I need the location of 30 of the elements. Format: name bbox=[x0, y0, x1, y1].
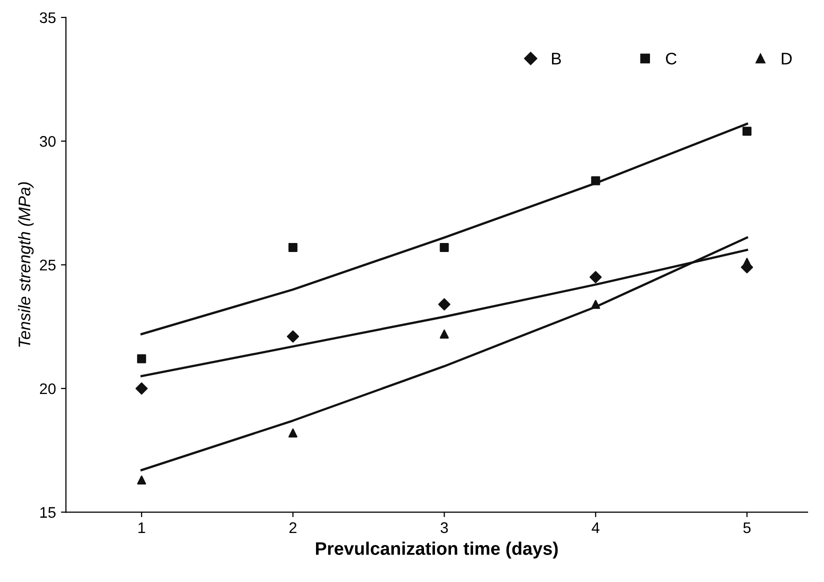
legend-label: C bbox=[666, 52, 677, 64]
point bbox=[590, 271, 602, 284]
point bbox=[591, 300, 600, 309]
point bbox=[438, 298, 450, 310]
y-tick-label: 25 bbox=[40, 260, 56, 270]
point bbox=[288, 242, 298, 252]
point bbox=[137, 354, 146, 364]
x-tick-label: 1 bbox=[138, 522, 146, 533]
point bbox=[440, 242, 449, 252]
x-axis-title: Prevulcanization time (days) bbox=[316, 542, 558, 559]
legend-label: D bbox=[782, 52, 792, 64]
y-tick-label: 30 bbox=[40, 136, 56, 147]
y-tick-label: 15 bbox=[40, 507, 56, 518]
point bbox=[286, 330, 300, 343]
y-axis-title: Tensile strength (MPa) bbox=[18, 182, 34, 347]
y-tick-label: 20 bbox=[40, 383, 56, 394]
point bbox=[288, 428, 298, 438]
point bbox=[136, 382, 148, 395]
y-tick-label: 35 bbox=[40, 12, 56, 24]
legend-label: B bbox=[552, 52, 561, 64]
x-tick-label: 5 bbox=[743, 522, 751, 534]
x-tick-label: 2 bbox=[289, 522, 296, 533]
line-series bbox=[140, 236, 748, 472]
x-tick-label: 3 bbox=[440, 522, 448, 534]
point bbox=[137, 476, 146, 485]
line-series bbox=[140, 122, 748, 336]
point bbox=[440, 330, 449, 339]
x-tick-label: 4 bbox=[592, 522, 600, 533]
point bbox=[591, 176, 600, 186]
point bbox=[742, 126, 752, 136]
